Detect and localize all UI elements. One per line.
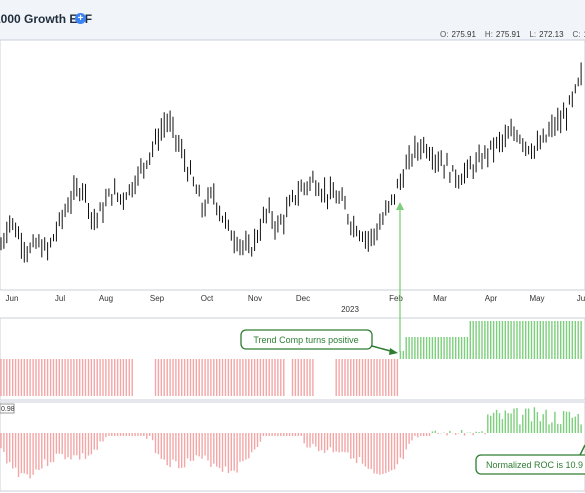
arrow-head bbox=[389, 348, 398, 355]
trend-annotation-box bbox=[240, 329, 373, 350]
x-year-label: 2023 bbox=[341, 305, 359, 314]
x-tick-label: Sep bbox=[150, 294, 165, 303]
x-tick-label: Feb bbox=[389, 294, 403, 303]
x-tick-label: Mar bbox=[433, 294, 447, 303]
roc-ylabel: 0.98 bbox=[1, 406, 15, 413]
info-icon[interactable]: + bbox=[75, 13, 86, 24]
roc-ylabel-box bbox=[0, 403, 15, 414]
ohlc-key: L: bbox=[529, 30, 537, 39]
x-tick-label: Apr bbox=[485, 294, 498, 303]
roc-annotation-box bbox=[475, 454, 585, 475]
x-tick-label: May bbox=[529, 294, 544, 303]
chart-header: 1000 Growth ETF + O: 275.91 H: 275.91 L: 272.… bbox=[0, 0, 585, 41]
roc-annotation-arrow bbox=[579, 444, 585, 456]
x-tick-label: Jun bbox=[6, 294, 19, 303]
ohlc-key: O: bbox=[440, 30, 449, 39]
ohlc-key: C: bbox=[572, 30, 581, 39]
x-tick-label: Aug bbox=[99, 294, 113, 303]
ohlc-readout: O:275.91H:275.91L:272.13C:1 bbox=[440, 30, 585, 39]
price-panel bbox=[0, 39, 585, 291]
ohlc-value: 275.91 bbox=[451, 30, 476, 39]
x-tick-label: Ju bbox=[577, 294, 585, 303]
trend-annotation-text: Trend Comp turns positive bbox=[253, 335, 358, 345]
ohlc-value: 1 bbox=[584, 30, 585, 39]
ohlc-value: 275.91 bbox=[495, 30, 521, 39]
feb-marker-arrowhead bbox=[396, 202, 404, 210]
chart-title: 1000 Growth ETF bbox=[0, 12, 93, 26]
ohlc-value: 272.13 bbox=[539, 30, 564, 39]
x-tick-label: Oct bbox=[201, 294, 214, 303]
roc-annotation-text: Normalized ROC is 10.9 bbox=[486, 460, 583, 470]
x-tick-label: Jul bbox=[55, 294, 65, 303]
x-tick-label: Nov bbox=[248, 294, 262, 303]
x-tick-label: Dec bbox=[296, 294, 310, 303]
ohlc-key: H: bbox=[484, 30, 493, 39]
